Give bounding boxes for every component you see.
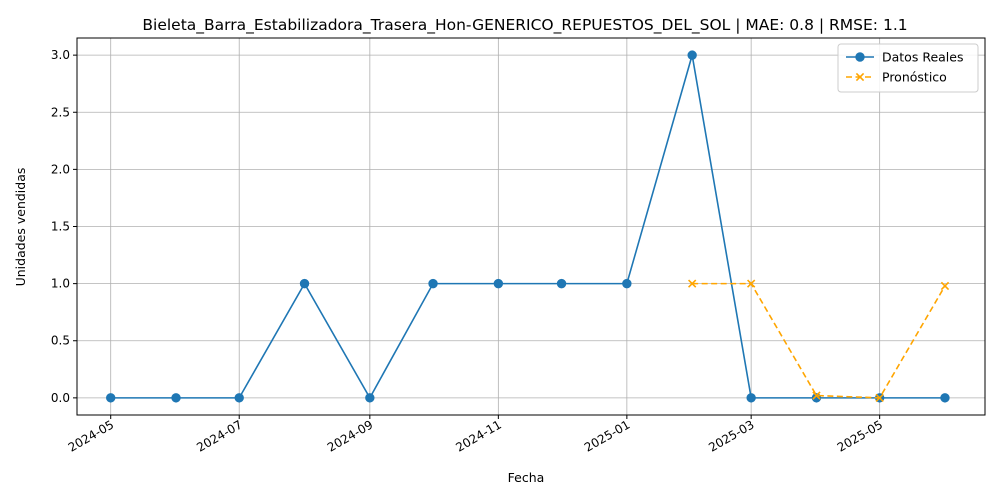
y-axis-ticks: 0.0 0.5 1.0 1.5 2.0 2.5 3.0: [51, 48, 77, 405]
y-tick-label: 1.5: [51, 220, 70, 234]
data-point-datos-reales: [622, 278, 632, 289]
data-point-datos-reales: [106, 393, 116, 403]
y-tick-label: 2.5: [51, 105, 70, 119]
y-tick-label: 0.0: [51, 391, 70, 405]
legend-label: Pronóstico: [882, 70, 947, 85]
data-point-datos-reales: [687, 50, 697, 60]
x-axis-label: Fecha: [508, 470, 545, 485]
legend-label: Datos Reales: [882, 50, 963, 65]
data-point-pronostico: [875, 393, 884, 403]
data-point-datos-reales: [746, 393, 756, 403]
legend-marker: [855, 52, 865, 62]
data-point-pronostico: [687, 279, 697, 288]
data-point-datos-reales: [171, 393, 181, 403]
x-axis-ticks: 2024-05 2024-07 2024-09 2024-11 2025-01 2025-…: [66, 415, 885, 455]
data-point-pronostico: [746, 279, 756, 288]
series-layer: [106, 50, 950, 403]
y-tick-label: 2.0: [51, 162, 70, 176]
y-tick-label: 0.5: [51, 334, 70, 348]
legend-item-pronostico: Pronóstico: [846, 70, 947, 85]
data-point-datos-reales: [365, 393, 375, 403]
data-point-datos-reales: [299, 278, 310, 289]
data-point-datos-reales: [234, 393, 244, 403]
data-point-datos-reales: [493, 278, 504, 289]
legend-box: [837, 43, 979, 93]
marker-stroke: [812, 391, 821, 400]
x-tick-label: 2024-11: [453, 417, 503, 454]
marker-stroke: [687, 279, 697, 288]
series-line-datos-reales: [110, 54, 945, 400]
x-tick-label: 2025-01: [582, 417, 632, 454]
grid-lines: [77, 38, 985, 415]
data-point-datos-reales: [556, 278, 567, 289]
marker-stroke: [875, 393, 884, 403]
legend-marker: [855, 72, 865, 82]
chart-title: Bieleta_Barra_Estabilizadora_Trasera_Hon…: [142, 16, 907, 35]
marker-stroke: [855, 72, 865, 82]
y-axis-label: Unidades vendidas: [13, 168, 28, 287]
marker-stroke: [940, 281, 950, 291]
x-tick-label: 2025-03: [706, 417, 756, 454]
legend: Datos Reales Pronóstico: [837, 43, 979, 93]
series-line-pronostico: [692, 282, 946, 399]
x-tick-label: 2024-05: [66, 417, 116, 454]
legend-item-datos-reales: Datos Reales: [846, 50, 963, 65]
y-tick-label: 3.0: [51, 48, 70, 62]
x-tick-label: 2024-09: [325, 417, 375, 454]
data-point-datos-reales: [428, 278, 438, 289]
y-tick-label: 1.0: [51, 277, 70, 291]
data-point-datos-reales: [940, 393, 950, 403]
data-point-pronostico: [812, 391, 821, 400]
x-tick-label: 2024-07: [194, 417, 244, 454]
data-point-pronostico: [940, 281, 950, 291]
x-tick-label: 2025-05: [835, 417, 885, 454]
marker-stroke: [746, 279, 756, 288]
